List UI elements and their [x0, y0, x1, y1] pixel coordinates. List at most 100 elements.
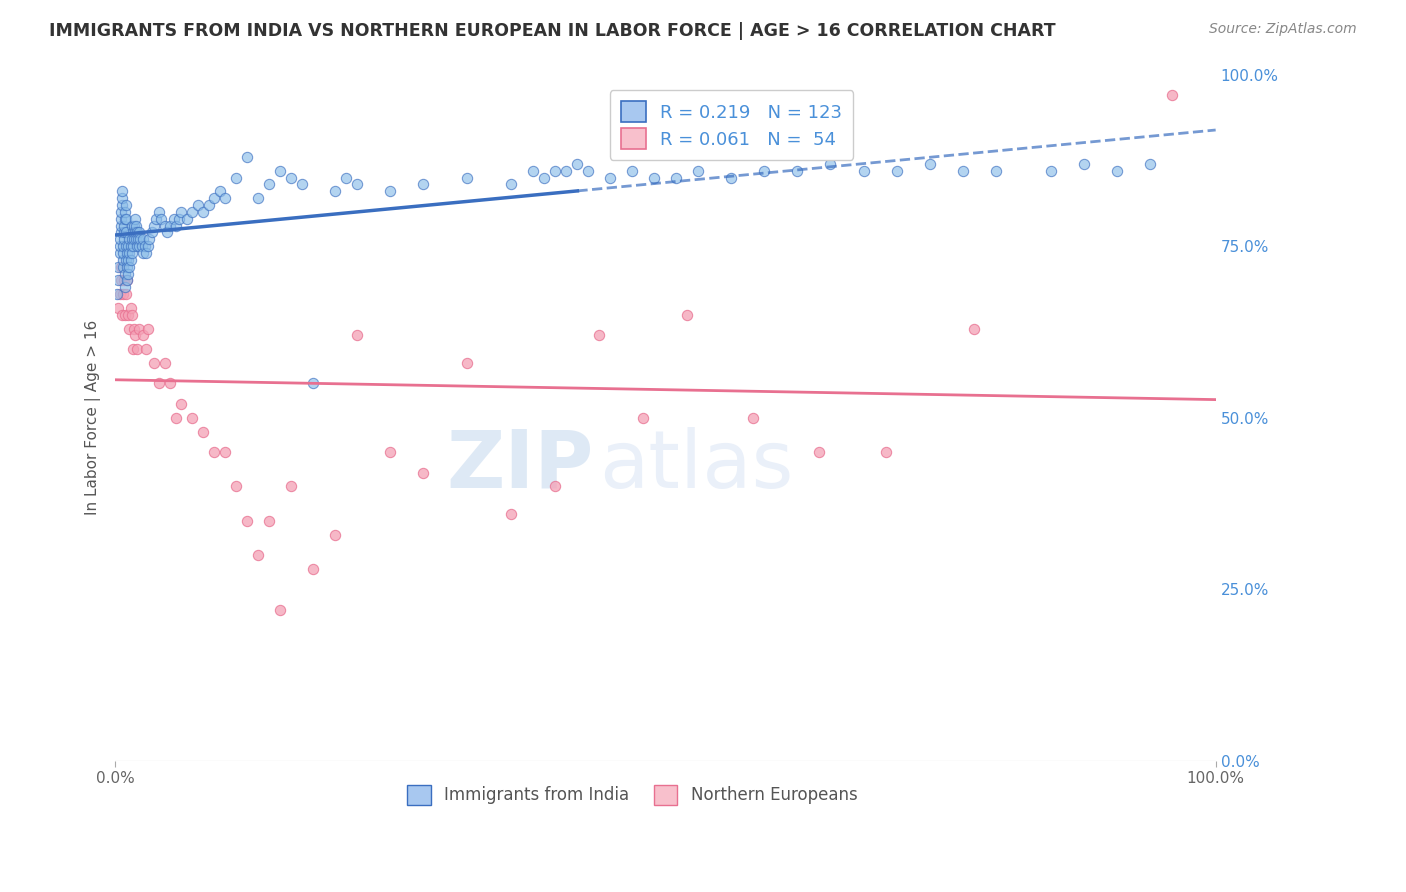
Point — [269, 603, 291, 617]
Point — [127, 232, 149, 246]
Point — [124, 226, 146, 240]
Text: atlas: atlas — [599, 427, 794, 505]
Point — [159, 376, 181, 391]
Point — [118, 232, 141, 246]
Point — [522, 163, 544, 178]
Point — [111, 191, 134, 205]
Point — [621, 163, 644, 178]
Point — [456, 170, 478, 185]
Point — [501, 178, 523, 192]
Point — [122, 232, 145, 246]
Point — [135, 342, 157, 356]
Text: Source: ZipAtlas.com: Source: ZipAtlas.com — [1209, 22, 1357, 37]
Point — [225, 479, 247, 493]
Point — [259, 514, 281, 528]
Point — [170, 204, 193, 219]
Point — [136, 321, 159, 335]
Point — [742, 410, 765, 425]
Point — [323, 184, 346, 198]
Point — [112, 273, 135, 287]
Y-axis label: In Labor Force | Age > 16: In Labor Force | Age > 16 — [86, 320, 101, 516]
Point — [346, 178, 368, 192]
Point — [544, 163, 567, 178]
Point — [111, 239, 134, 253]
Point — [117, 273, 139, 287]
Point — [280, 479, 302, 493]
Point — [323, 527, 346, 541]
Point — [122, 219, 145, 233]
Point — [193, 425, 215, 439]
Point — [110, 226, 132, 240]
Point — [134, 239, 156, 253]
Point — [280, 170, 302, 185]
Point — [576, 163, 599, 178]
Point — [1105, 163, 1128, 178]
Point — [121, 308, 143, 322]
Point — [108, 239, 131, 253]
Point — [115, 226, 138, 240]
Point — [148, 204, 170, 219]
Point — [128, 226, 150, 240]
Point — [808, 445, 831, 459]
Point — [786, 163, 808, 178]
Point — [120, 301, 142, 315]
Point — [111, 287, 134, 301]
Point — [208, 184, 231, 198]
Point — [108, 246, 131, 260]
Point — [121, 342, 143, 356]
Point — [127, 226, 149, 240]
Point — [886, 163, 908, 178]
Point — [1039, 163, 1062, 178]
Point — [555, 163, 578, 178]
Point — [533, 170, 555, 185]
Point — [962, 321, 984, 335]
Point — [114, 280, 136, 294]
Point — [110, 260, 132, 274]
Point — [380, 184, 402, 198]
Point — [117, 252, 139, 267]
Point — [153, 219, 176, 233]
Point — [202, 191, 225, 205]
Point — [162, 211, 184, 226]
Point — [120, 252, 142, 267]
Point — [214, 191, 236, 205]
Point — [125, 232, 148, 246]
Point — [114, 308, 136, 322]
Point — [236, 150, 259, 164]
Point — [170, 397, 193, 411]
Point — [118, 260, 141, 274]
Point — [346, 328, 368, 343]
Point — [121, 232, 143, 246]
Point — [1073, 157, 1095, 171]
Point — [115, 198, 138, 212]
Point — [412, 178, 434, 192]
Text: ZIP: ZIP — [447, 427, 593, 505]
Point — [115, 252, 138, 267]
Point — [544, 479, 567, 493]
Point — [107, 301, 129, 315]
Point — [111, 308, 134, 322]
Point — [176, 211, 198, 226]
Point — [720, 170, 742, 185]
Point — [412, 466, 434, 480]
Point — [112, 219, 135, 233]
Point — [110, 219, 132, 233]
Point — [259, 178, 281, 192]
Point — [142, 219, 165, 233]
Point — [142, 356, 165, 370]
Point — [115, 211, 138, 226]
Point — [107, 260, 129, 274]
Point — [118, 321, 141, 335]
Point — [107, 273, 129, 287]
Text: IMMIGRANTS FROM INDIA VS NORTHERN EUROPEAN IN LABOR FORCE | AGE > 16 CORRELATION: IMMIGRANTS FROM INDIA VS NORTHERN EUROPE… — [49, 22, 1056, 40]
Point — [159, 219, 181, 233]
Point — [187, 198, 209, 212]
Point — [110, 211, 132, 226]
Point — [136, 239, 159, 253]
Point — [117, 239, 139, 253]
Point — [918, 157, 941, 171]
Point — [128, 239, 150, 253]
Point — [193, 204, 215, 219]
Point — [380, 445, 402, 459]
Point — [820, 157, 842, 171]
